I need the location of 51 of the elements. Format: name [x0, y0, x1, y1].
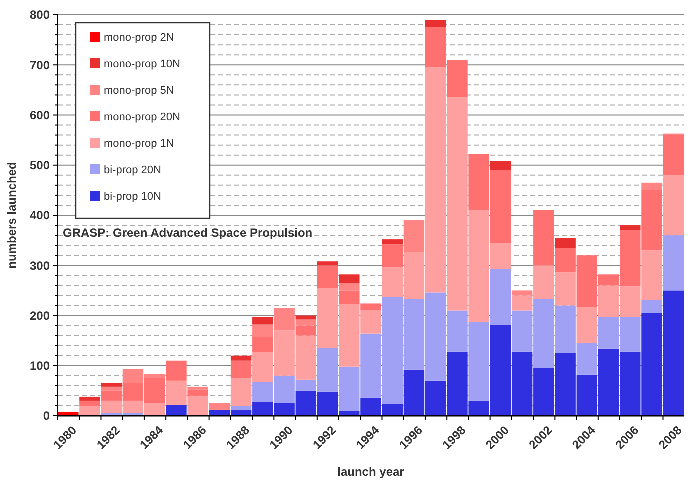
bar — [382, 240, 403, 245]
bar — [642, 300, 662, 314]
bar — [230, 406, 252, 410]
y-tick-label: 600 — [30, 108, 50, 122]
y-tick-label: 500 — [30, 158, 50, 173]
legend-label: mono-prop 2N — [104, 32, 174, 44]
bar — [230, 360, 252, 378]
bar — [230, 356, 252, 361]
bar — [209, 403, 230, 410]
bar — [317, 266, 338, 288]
bar — [663, 135, 684, 176]
y-tick-label: 100 — [30, 359, 50, 374]
bar — [188, 386, 208, 390]
bar — [425, 20, 446, 28]
bar — [296, 316, 317, 320]
bar — [101, 383, 122, 387]
x-axis-title: launch year — [338, 465, 405, 479]
bar — [490, 161, 512, 170]
legend-label: mono-prop 20N — [104, 111, 180, 124]
bar — [339, 274, 360, 284]
bar — [339, 283, 360, 291]
bar — [252, 317, 274, 325]
bar — [404, 220, 425, 252]
y-tick-label: 0 — [43, 409, 50, 424]
bar — [188, 390, 208, 396]
bar — [642, 182, 662, 190]
bar — [166, 404, 187, 416]
bar — [80, 400, 100, 406]
bar — [80, 396, 100, 401]
y-tick-label: 200 — [30, 308, 50, 323]
legend-label: mono-prop 10N — [104, 58, 180, 70]
bar — [252, 337, 274, 352]
bar — [101, 386, 122, 391]
y-tick-label: 300 — [30, 258, 50, 273]
bar — [512, 290, 533, 296]
annotation: GRASP: Green Advanced Space Propulsion — [63, 226, 313, 240]
bar — [663, 175, 684, 236]
bar — [663, 236, 684, 291]
legend-label: mono-prop 1N — [104, 138, 174, 150]
bar — [317, 262, 338, 266]
y-tick-label: 400 — [30, 208, 50, 223]
bar — [555, 238, 576, 248]
bar — [620, 226, 641, 231]
legend-label: mono-prop 5N — [104, 84, 174, 97]
bar — [382, 244, 403, 268]
legend-label: bi-prop 20N — [104, 164, 162, 176]
y-tick-label: 800 — [30, 8, 50, 22]
y-axis-title: numbers launched — [5, 162, 19, 269]
bar — [296, 326, 317, 336]
y-tick-label: 700 — [30, 58, 50, 72]
legend-label: bi-prop 10N — [104, 190, 162, 203]
